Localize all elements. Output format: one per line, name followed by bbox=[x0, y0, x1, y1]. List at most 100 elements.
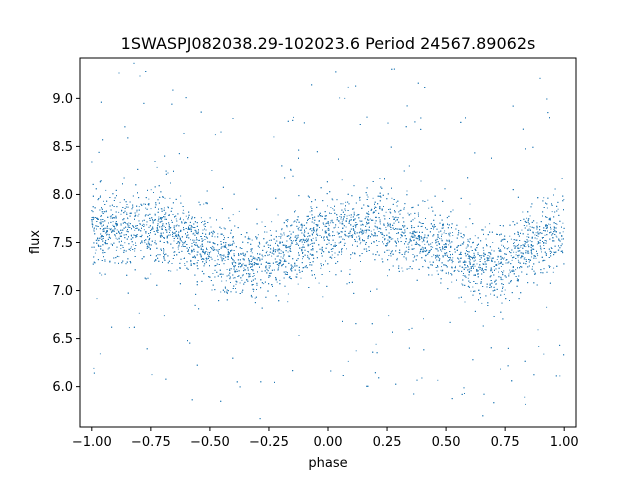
data-point bbox=[174, 236, 176, 238]
data-point bbox=[236, 268, 238, 270]
data-point bbox=[144, 242, 146, 244]
data-point bbox=[161, 219, 162, 221]
data-point bbox=[307, 254, 309, 256]
data-point bbox=[229, 268, 230, 270]
data-point bbox=[492, 242, 494, 243]
data-point bbox=[544, 234, 546, 236]
data-point bbox=[503, 270, 505, 272]
data-point bbox=[203, 203, 205, 205]
data-point bbox=[129, 249, 131, 251]
data-point bbox=[296, 242, 298, 244]
data-point bbox=[420, 222, 422, 224]
data-point bbox=[529, 215, 531, 217]
data-point bbox=[163, 258, 165, 260]
data-point bbox=[416, 231, 418, 233]
data-point bbox=[143, 229, 145, 231]
data-point bbox=[268, 239, 270, 241]
data-point bbox=[287, 293, 289, 295]
data-point bbox=[508, 273, 510, 275]
data-point bbox=[133, 227, 135, 228]
data-point bbox=[491, 249, 493, 251]
data-point bbox=[308, 235, 310, 237]
data-point bbox=[280, 250, 282, 252]
data-point bbox=[183, 219, 184, 221]
data-point bbox=[387, 275, 388, 277]
data-point bbox=[253, 275, 255, 276]
data-point bbox=[287, 251, 289, 253]
data-point bbox=[367, 220, 369, 221]
data-point bbox=[410, 236, 412, 238]
data-point bbox=[257, 263, 258, 265]
data-point bbox=[224, 287, 226, 289]
data-point bbox=[177, 246, 179, 248]
data-point bbox=[490, 269, 492, 271]
data-point bbox=[271, 221, 273, 223]
data-point bbox=[518, 243, 519, 245]
data-point bbox=[279, 279, 281, 281]
data-point bbox=[530, 251, 532, 253]
data-point bbox=[281, 229, 283, 231]
data-point bbox=[431, 242, 433, 244]
data-point bbox=[428, 250, 430, 252]
data-point bbox=[322, 296, 324, 298]
data-point bbox=[544, 259, 546, 261]
data-point bbox=[489, 255, 491, 257]
data-point bbox=[537, 235, 539, 237]
data-point bbox=[139, 223, 140, 225]
data-point bbox=[534, 234, 536, 236]
data-point bbox=[229, 243, 231, 245]
data-point bbox=[442, 227, 444, 229]
data-point bbox=[384, 215, 386, 217]
data-point bbox=[296, 219, 298, 221]
data-point bbox=[368, 211, 369, 213]
data-point bbox=[407, 212, 409, 214]
data-point bbox=[171, 219, 172, 221]
data-point bbox=[503, 257, 505, 259]
data-point bbox=[532, 266, 533, 268]
data-point bbox=[436, 259, 438, 261]
data-point bbox=[292, 265, 293, 267]
data-point bbox=[484, 226, 486, 228]
data-point bbox=[328, 223, 330, 225]
data-point bbox=[115, 249, 117, 251]
data-point bbox=[341, 253, 342, 255]
data-point bbox=[225, 280, 227, 282]
data-point bbox=[467, 258, 469, 259]
data-point bbox=[343, 218, 344, 220]
data-point bbox=[399, 210, 401, 212]
data-point bbox=[127, 218, 129, 220]
data-point bbox=[96, 298, 98, 300]
data-point bbox=[449, 235, 451, 237]
data-point bbox=[164, 197, 166, 199]
data-point bbox=[234, 271, 235, 273]
data-point bbox=[103, 200, 104, 202]
data-point bbox=[451, 281, 453, 283]
data-point bbox=[327, 205, 328, 207]
chart-title: 1SWASPJ082038.29-102023.6 Period 24567.8… bbox=[121, 34, 536, 53]
data-point bbox=[517, 256, 519, 258]
data-point bbox=[126, 223, 128, 225]
data-point bbox=[328, 228, 330, 230]
data-point bbox=[242, 263, 244, 265]
data-point bbox=[538, 346, 540, 347]
data-point bbox=[328, 224, 330, 226]
data-point bbox=[294, 210, 296, 212]
data-point bbox=[528, 229, 530, 231]
data-point bbox=[388, 315, 390, 317]
data-point bbox=[561, 178, 563, 179]
data-point bbox=[217, 255, 218, 257]
data-point bbox=[112, 224, 114, 226]
data-point bbox=[276, 240, 278, 242]
data-point bbox=[336, 231, 338, 233]
data-point bbox=[331, 254, 333, 256]
data-point bbox=[303, 233, 305, 235]
data-point bbox=[501, 244, 503, 246]
data-point bbox=[536, 243, 538, 245]
data-point bbox=[508, 247, 510, 249]
data-point bbox=[500, 368, 501, 370]
data-point bbox=[530, 252, 532, 254]
data-point bbox=[150, 189, 152, 191]
data-point bbox=[163, 207, 165, 209]
data-point bbox=[440, 269, 442, 271]
